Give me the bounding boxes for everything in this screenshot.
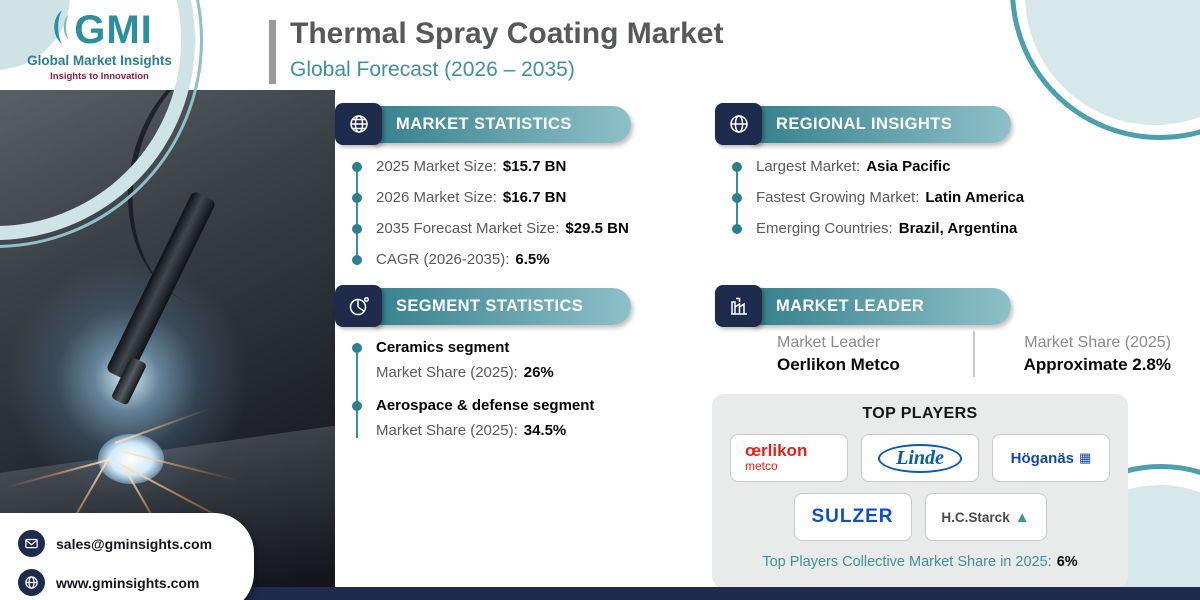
segment-item: Ceramics segment Market Share (2025): 26% [352,338,594,382]
segment-statistics-title: SEGMENT STATISTICS [372,287,631,325]
market-stat-item: CAGR (2026-2035): 6.5% [352,250,629,269]
contact-box: sales@gminsights.com www.gminsights.com [0,513,254,600]
market-statistics-header: MARKET STATISTICS [335,103,631,145]
logo-tagline: Insights to Innovation [50,71,149,82]
page-title: Thermal Spray Coating Market [290,17,724,50]
market-leader-title: MARKET LEADER [752,287,1011,325]
market-leader-header: MARKET LEADER [715,285,1011,327]
regional-item: Largest Market: Asia Pacific [732,157,1024,176]
player-logo-oerlikon: œrlikon metco [730,434,848,482]
gmi-leaf-icon [46,8,72,51]
contact-email[interactable]: sales@gminsights.com [56,535,213,552]
player-logo-hoganas: Höganäs ▦ [992,434,1110,482]
factory-icon [715,285,762,327]
player-logo-linde: Linde [861,434,979,482]
market-statistics-title: MARKET STATISTICS [372,105,631,143]
top-players-title: TOP PLAYERS [862,405,978,422]
title-accent-bar [269,20,276,84]
globe-icon [715,103,762,145]
regional-item: Fastest Growing Market: Latin America [732,188,1024,207]
pie-chart-icon [335,285,382,327]
starck-triangle-icon: ▲ [1014,508,1030,526]
globe-grid-icon [335,103,382,145]
website-globe-icon [18,569,45,596]
hoganas-symbol-icon: ▦ [1079,450,1092,465]
regional-insights-title: REGIONAL INSIGHTS [752,105,1011,143]
market-stat-item: 2035 Forecast Market Size: $29.5 BN [352,219,629,238]
segment-statistics-list: Ceramics segment Market Share (2025): 26%… [352,338,594,454]
contact-email-row[interactable]: sales@gminsights.com [0,524,254,563]
photo-spark [114,407,210,444]
regional-insights-header: REGIONAL INSIGHTS [715,103,1011,145]
market-stat-item: 2026 Market Size: $16.7 BN [352,188,629,207]
email-icon [18,530,45,557]
player-logo-hcstarck: H.C.Starck ▲ [924,493,1047,541]
top-players-panel: TOP PLAYERS œrlikon metco Linde Höganäs … [712,394,1128,588]
vertical-divider [973,331,975,377]
market-statistics-list: 2025 Market Size: $15.7 BN 2026 Market Si… [352,157,629,281]
segment-item: Aerospace & defense segment Market Share… [352,396,594,440]
bottom-navy-bar [0,587,1200,600]
logo-company-name: Global Market Insights [27,53,172,68]
corner-ring-top-right [1010,0,1200,140]
regional-insights-list: Largest Market: Asia Pacific Fastest Grow… [732,157,1024,250]
market-leader-name-block: Market Leader Oerlikon Metco [777,333,900,374]
page-subtitle: Global Forecast (2026 – 2035) [290,58,575,81]
logo-mark-text: GMI [74,7,153,52]
contact-website-row[interactable]: www.gminsights.com [0,563,254,600]
top-players-footer: Top Players Collective Market Share in 2… [762,554,1078,570]
market-stat-item: 2025 Market Size: $15.7 BN [352,157,629,176]
segment-statistics-header: SEGMENT STATISTICS [335,285,631,327]
regional-item: Emerging Countries: Brazil, Argentina [732,219,1024,238]
contact-website[interactable]: www.gminsights.com [56,574,200,591]
market-leader-block: Market Leader Oerlikon Metco Market Shar… [715,331,1171,377]
gmi-logo: GMI Global Market Insights Insights to I… [12,7,187,83]
player-logo-sulzer: SULZER [793,493,912,541]
market-leader-share-block: Market Share (2025) Approximate 2.8% [1023,333,1171,374]
